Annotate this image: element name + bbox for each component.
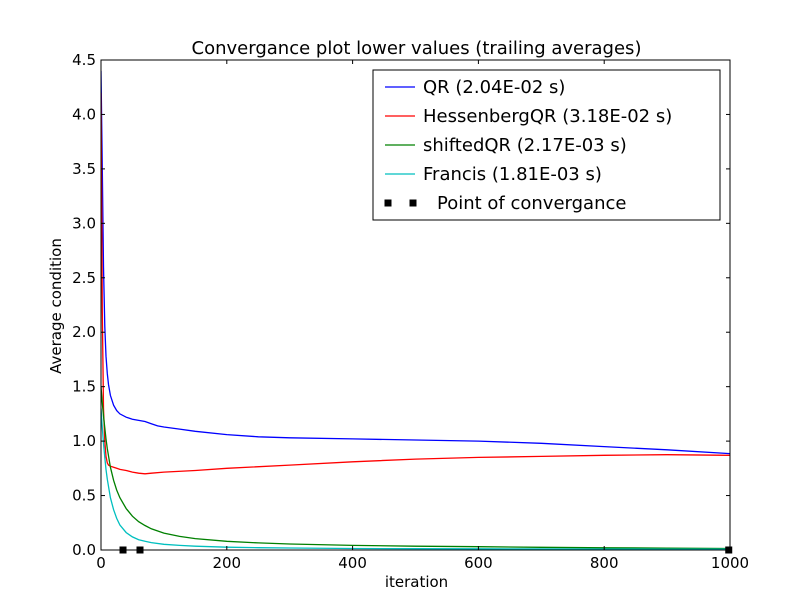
series-line-2 (101, 92, 730, 475)
series-group (101, 70, 730, 550)
y-tick-label-9: 4.5 (72, 51, 96, 69)
y-axis-label: Average condition (47, 238, 65, 374)
legend-label-4: Francis (1.81E-03 s) (423, 164, 602, 185)
legend-label-3: shiftedQR (2.17E-03 s) (423, 135, 627, 156)
legend-marker-swatch-2 (409, 199, 417, 207)
x-tick-label-5: 1000 (711, 554, 749, 572)
axes-frame (100, 59, 731, 551)
y-tick-label-2: 1.0 (72, 432, 96, 450)
legend-label-markers: Point of convergance (437, 193, 626, 214)
plot-area (100, 59, 733, 554)
y-tick-label-1: 0.5 (72, 487, 96, 505)
x-axis-label: iteration (385, 573, 448, 591)
y-tick-label-5: 2.5 (72, 269, 96, 287)
axis-ticks: 0 200 400 600 800 1000 0.0 0.5 1.0 1.5 2.0 2.5 3.0 3.… (72, 51, 749, 572)
x-tick-label-1: 200 (212, 554, 241, 572)
y-tick-label-6: 3.0 (72, 214, 96, 232)
x-tick-label-4: 800 (590, 554, 619, 572)
x-tick-label-2: 400 (338, 554, 367, 572)
series-line-3 (101, 386, 730, 550)
x-tick-label-3: 600 (464, 554, 493, 572)
y-tick-label-8: 4.0 (72, 105, 96, 123)
legend-label-1: QR (2.04E-02 s) (423, 77, 565, 98)
series-line-4 (101, 408, 730, 550)
y-tick-label-3: 1.5 (72, 378, 96, 396)
series-line-1 (101, 70, 730, 455)
x-tick-label-0: 0 (96, 554, 106, 572)
legend: QR (2.04E-02 s) HessenbergQR (3.18E-02 s)… (372, 69, 721, 221)
legend-box (372, 69, 721, 221)
chart-title: Convergance plot lower values (trailing … (192, 38, 642, 59)
y-tick-label-7: 3.5 (72, 160, 96, 178)
legend-label-2: HessenbergQR (3.18E-02 s) (423, 106, 672, 127)
legend-marker-swatch-1 (384, 199, 392, 207)
y-tick-label-0: 0.0 (72, 541, 96, 559)
y-tick-label-4: 2.0 (72, 323, 96, 341)
